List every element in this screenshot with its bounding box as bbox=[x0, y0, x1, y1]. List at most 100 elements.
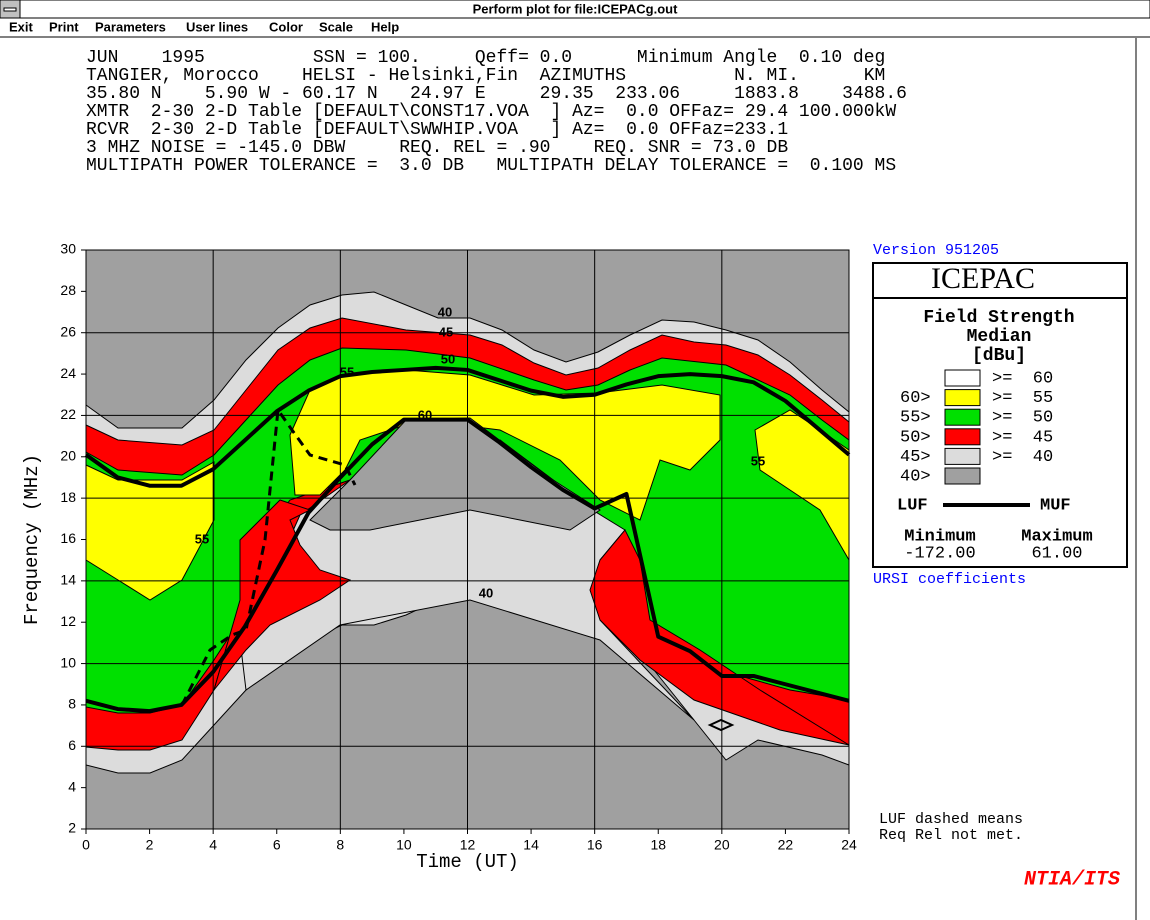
y-tick-label: 30 bbox=[60, 241, 76, 257]
menu-item[interactable]: Parameters bbox=[95, 19, 166, 34]
contour-label: 55 bbox=[751, 453, 765, 468]
legend-label: >= 40 bbox=[992, 448, 1053, 467]
x-tick-label: 22 bbox=[778, 837, 794, 853]
legend-label: >= 55 bbox=[992, 389, 1053, 408]
legend-label: >= 45 bbox=[992, 428, 1053, 447]
header-line: 3 MHZ NOISE = -145.0 DBW REQ. REL = .90 … bbox=[86, 138, 788, 158]
max-label: Maximum bbox=[1021, 527, 1092, 546]
legend-muf: MUF bbox=[1040, 496, 1071, 515]
x-tick-label: 20 bbox=[714, 837, 730, 853]
x-tick-label: 4 bbox=[209, 837, 217, 853]
max-value: 61.00 bbox=[1031, 544, 1082, 563]
y-axis-label: Frequency (MHz) bbox=[21, 454, 43, 625]
contour-label: 40 bbox=[438, 304, 452, 319]
legend-heading: Median bbox=[967, 327, 1032, 347]
header-line: XMTR 2-30 2-D Table [DEFAULT\CONST17.VOA… bbox=[86, 102, 896, 122]
y-tick-label: 26 bbox=[60, 323, 76, 339]
menu-bar: Exit Print Parameters User lines Color Scale H… bbox=[9, 19, 399, 34]
window-title: Perform plot for file:ICEPACg.out bbox=[473, 1, 679, 16]
brand: ICEPAC bbox=[931, 262, 1035, 295]
x-axis-label: Time (UT) bbox=[416, 851, 519, 873]
min-value: -172.00 bbox=[904, 544, 975, 563]
legend-swatch bbox=[944, 389, 981, 407]
x-tick-label: 12 bbox=[460, 837, 476, 853]
legend-swatch bbox=[944, 447, 981, 465]
region-55-center bbox=[289, 369, 721, 521]
brand-box bbox=[872, 262, 1128, 299]
menu-item[interactable]: Exit bbox=[9, 19, 34, 34]
luf-dashed bbox=[180, 405, 357, 706]
legend-luf: LUF bbox=[897, 496, 928, 515]
note: Req Rel not met. bbox=[879, 827, 1023, 844]
note: LUF dashed means bbox=[879, 811, 1023, 828]
x-tick-label: 18 bbox=[650, 837, 666, 853]
plot-frame bbox=[85, 249, 850, 830]
y-tick-label: 8 bbox=[68, 696, 76, 712]
header-line: TANGIER, Morocco HELSI - Helsinki,Fin AZ… bbox=[86, 66, 885, 86]
menu-item[interactable]: Color bbox=[269, 19, 303, 34]
header-line: MULTIPATH POWER TOLERANCE = 3.0 DB MULTI… bbox=[86, 156, 896, 176]
title-bar bbox=[0, 0, 1150, 19]
x-tick-label: 0 bbox=[82, 837, 90, 853]
version: Version 951205 bbox=[873, 242, 999, 259]
series-line bbox=[85, 417, 850, 714]
legend-prefix: 45> bbox=[900, 448, 931, 467]
y-tick-label: 22 bbox=[60, 406, 76, 422]
y-tick-label: 6 bbox=[68, 737, 76, 753]
y-tick-label: 14 bbox=[60, 572, 76, 588]
menu-item[interactable]: Scale bbox=[319, 19, 353, 34]
y-tick-label: 12 bbox=[60, 613, 76, 629]
y-tick-label: 16 bbox=[60, 530, 76, 546]
header: JUN 1995 SSN = 100. Qeff= 0.0 Minimum An… bbox=[86, 48, 907, 176]
x-tick-label: 24 bbox=[841, 837, 857, 853]
y-tick-label: 28 bbox=[60, 282, 76, 298]
legend-box bbox=[872, 297, 1128, 568]
y-tick-label: 24 bbox=[60, 365, 76, 381]
legend-swatch bbox=[944, 408, 981, 426]
system-menu-icon bbox=[3, 7, 17, 12]
footer: NTIA/ITS bbox=[1024, 868, 1120, 891]
x-tick-label: 10 bbox=[396, 837, 412, 853]
contour-label: 60 bbox=[418, 407, 432, 422]
y-tick-label: 10 bbox=[60, 654, 76, 670]
ursi-link[interactable]: URSI coefficients bbox=[873, 571, 1026, 588]
x-tick-label: 16 bbox=[587, 837, 603, 853]
diamond-marker bbox=[707, 718, 735, 732]
menu-item[interactable]: Print bbox=[49, 19, 79, 34]
contour-label: 45 bbox=[439, 324, 453, 339]
legend-swatch bbox=[944, 467, 981, 485]
header-line: JUN 1995 SSN = 100. Qeff= 0.0 Minimum An… bbox=[86, 48, 885, 68]
y-tick-label: 4 bbox=[68, 778, 76, 794]
legend-swatch bbox=[944, 428, 981, 446]
x-tick-label: 14 bbox=[523, 837, 539, 853]
y-tick-label: 18 bbox=[60, 489, 76, 505]
legend-prefix: 60> bbox=[900, 389, 931, 408]
menu-item[interactable]: Help bbox=[371, 19, 399, 34]
contour-label: 50 bbox=[441, 351, 455, 366]
legend-label: >= 50 bbox=[992, 409, 1053, 428]
legend-heading: [dBu] bbox=[972, 346, 1026, 366]
legend-heading: Field Strength bbox=[923, 308, 1074, 328]
legend-prefix: 40> bbox=[900, 467, 931, 486]
plot: 0 2 4 6 8 10 12 14 16 18 20 22 242468101214161820222… bbox=[21, 241, 857, 873]
region-55-left bbox=[85, 461, 215, 601]
legend-label: >= 60 bbox=[992, 369, 1053, 388]
x-tick-label: 8 bbox=[336, 837, 344, 853]
y-tick-label: 2 bbox=[68, 820, 76, 836]
x-tick-label: 6 bbox=[273, 837, 281, 853]
x-tick-label: 2 bbox=[146, 837, 154, 853]
series-line bbox=[84, 365, 851, 488]
header-line: 35.80 N 5.90 W - 60.17 N 24.97 E 29.35 2… bbox=[86, 84, 907, 104]
header-line: RCVR 2-30 2-D Table [DEFAULT\SWWHIP.VOA … bbox=[86, 120, 788, 140]
contour-label: 55 bbox=[195, 531, 209, 546]
min-label: Minimum bbox=[904, 527, 975, 546]
legend-prefix: 50> bbox=[900, 428, 931, 447]
menu-item[interactable]: User lines bbox=[186, 19, 248, 34]
contour-label: 55 bbox=[340, 364, 354, 379]
legend-prefix: 55> bbox=[900, 409, 931, 428]
y-tick-label: 20 bbox=[60, 447, 76, 463]
contour-label: 40 bbox=[479, 585, 493, 600]
